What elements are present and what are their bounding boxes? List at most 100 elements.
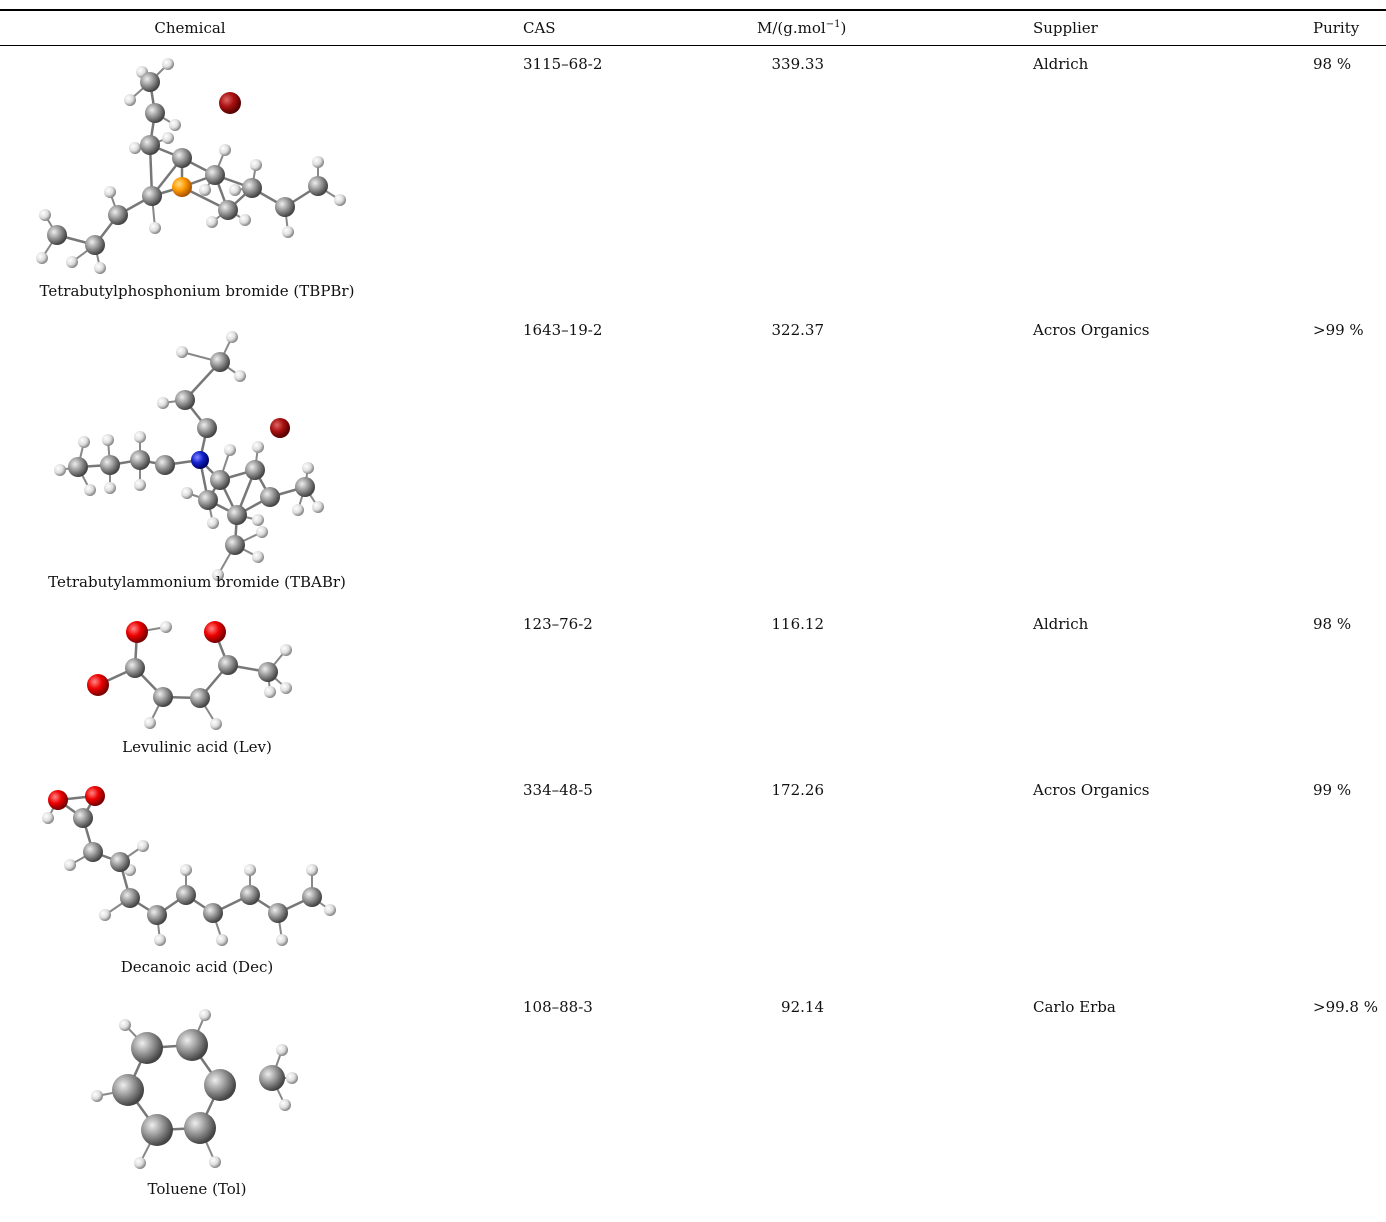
atom: [162, 132, 174, 144]
header-superscript: −1: [825, 19, 841, 30]
atom: [112, 1074, 144, 1106]
atom: [157, 397, 169, 409]
atom: [36, 252, 48, 264]
atom: [190, 688, 210, 708]
atom: [306, 864, 318, 876]
molar-mass: 172.26: [771, 781, 825, 799]
molar-mass: 339.33: [771, 55, 825, 73]
atom: [100, 455, 120, 475]
atom: [169, 119, 181, 131]
chemical-name: Decanoic acid (Dec): [120, 958, 274, 976]
atom: [119, 1019, 131, 1031]
atom: [154, 934, 166, 946]
atom: [270, 418, 290, 438]
atom: [258, 662, 278, 682]
cas-number: 334–48-5: [523, 781, 593, 799]
supplier: Carlo Erba: [1033, 998, 1116, 1016]
atom: [197, 418, 217, 438]
atom: [302, 462, 314, 474]
atom: [85, 786, 105, 806]
atom: [48, 790, 68, 810]
atom: [279, 1099, 291, 1111]
atom: [42, 812, 54, 824]
atom: [275, 197, 295, 217]
atom: [144, 717, 156, 729]
header-text: M/(g.mol: [757, 19, 826, 37]
atom: [280, 644, 292, 656]
atom: [102, 434, 114, 446]
atom: [99, 909, 111, 921]
atom: [199, 1009, 211, 1021]
atom: [137, 840, 149, 852]
atom: [244, 864, 256, 876]
atom: [134, 431, 146, 443]
atom: [140, 135, 160, 155]
chemical-name: Tetrabutylphosphonium bromide (TBPBr): [39, 282, 355, 300]
header-purity: Purity: [1313, 19, 1360, 37]
atom: [216, 934, 228, 946]
atom: [219, 92, 241, 114]
atom: [199, 184, 211, 196]
atom: [160, 621, 172, 633]
header-supplier: Supplier: [1033, 19, 1098, 37]
atom: [218, 655, 238, 675]
purity: >99 %: [1313, 321, 1364, 339]
atom: [181, 487, 193, 499]
purity: >99.8 %: [1313, 998, 1378, 1016]
atom: [176, 1029, 208, 1061]
atom: [47, 225, 67, 245]
atom: [260, 487, 280, 507]
atom: [191, 451, 209, 469]
atom: [225, 535, 245, 555]
atom: [104, 186, 116, 198]
atom: [245, 460, 265, 480]
atom: [268, 903, 288, 923]
atom: [204, 1069, 236, 1101]
atom: [256, 526, 268, 538]
atom: [308, 176, 328, 196]
atom: [78, 436, 90, 448]
atom: [85, 235, 105, 255]
atom: [125, 658, 145, 678]
atom: [224, 444, 236, 456]
atom: [108, 205, 128, 225]
cas-number: 3115–68-2: [523, 55, 603, 73]
header-molar-mass: M/(g.mol−1): [757, 19, 846, 37]
atom: [252, 514, 264, 526]
molar-mass: 116.12: [771, 615, 825, 633]
atom: [204, 621, 226, 643]
purity: 98 %: [1313, 55, 1352, 73]
top-rule: [0, 9, 1386, 11]
atom: [227, 505, 247, 525]
atom: [130, 450, 150, 470]
atom: [210, 718, 222, 730]
atom: [276, 1044, 288, 1056]
atom: [312, 156, 324, 168]
atom: [176, 885, 196, 905]
atom: [198, 490, 218, 510]
atom: [124, 94, 136, 106]
atom: [84, 484, 96, 496]
atom: [134, 479, 146, 491]
atom: [172, 177, 192, 197]
atom: [324, 904, 336, 916]
atom: [219, 144, 231, 156]
atom: [239, 214, 251, 226]
atom: [87, 674, 109, 696]
atom: [131, 1032, 163, 1064]
atom: [180, 864, 192, 876]
supplier: Acros Organics: [1033, 321, 1150, 339]
purity: 98 %: [1313, 615, 1352, 633]
header-text: ): [840, 19, 847, 37]
atom: [264, 686, 276, 698]
atom: [242, 178, 262, 198]
atom: [252, 551, 264, 563]
atom: [276, 934, 288, 946]
atom: [141, 1114, 173, 1146]
cas-number: 1643–19-2: [523, 321, 603, 339]
atom: [295, 477, 315, 497]
atom: [209, 1156, 221, 1168]
atom: [153, 687, 173, 707]
